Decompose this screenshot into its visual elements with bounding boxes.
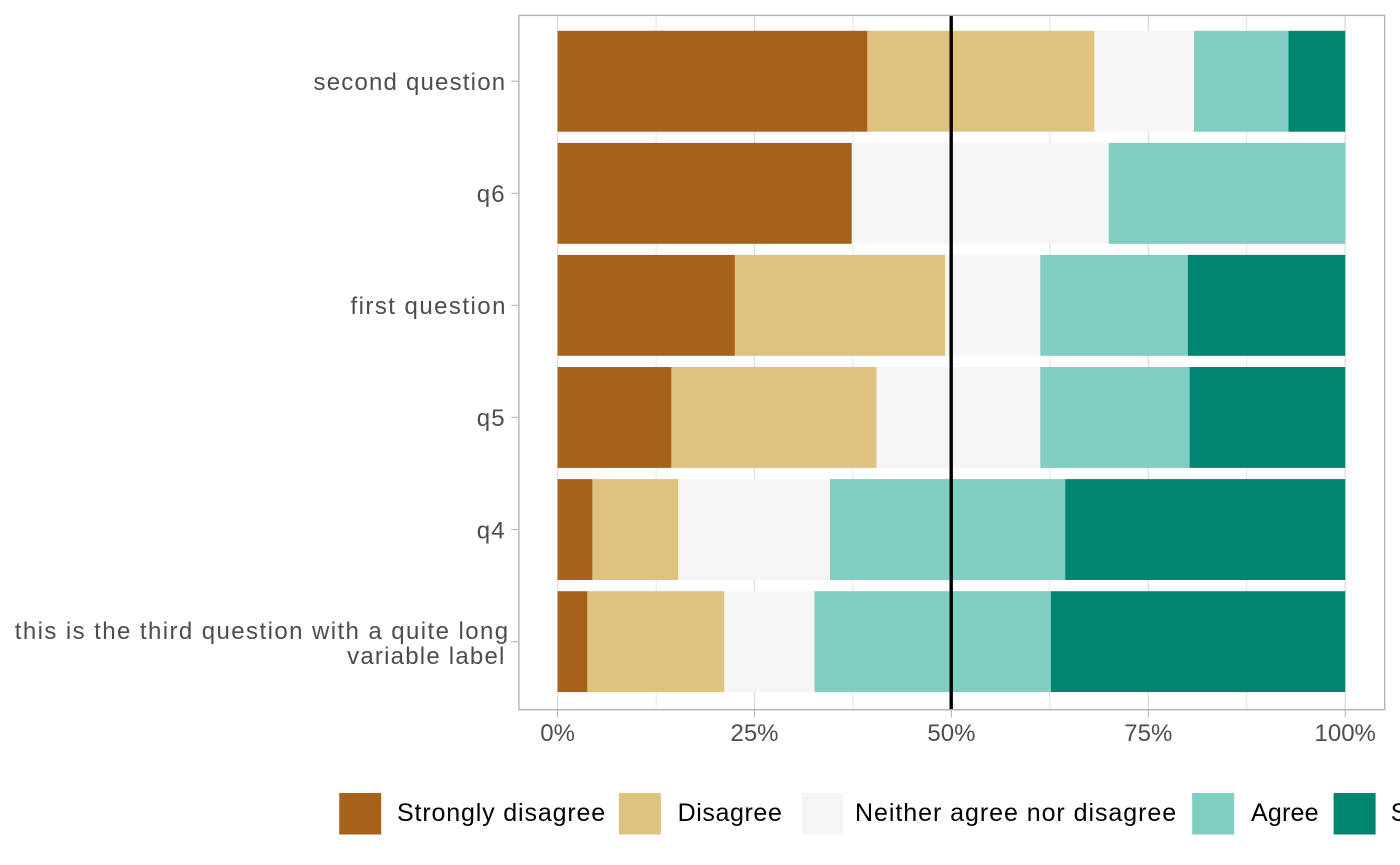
svg-text:Strongly disagree: Strongly disagree: [397, 799, 606, 827]
svg-text:q5: q5: [477, 405, 506, 432]
svg-text:75%: 75%: [1124, 720, 1172, 747]
svg-text:Agree: Agree: [1251, 799, 1319, 827]
svg-text:Strongly agree: Strongly agree: [1391, 799, 1400, 827]
svg-text:50%: 50%: [927, 720, 975, 747]
svg-text:25%: 25%: [730, 720, 778, 747]
svg-text:Neither agree nor disagree: Neither agree nor disagree: [855, 799, 1177, 827]
svg-text:this is the third question wit: this is the third question with a quite …: [15, 618, 510, 645]
svg-text:100%: 100%: [1315, 720, 1376, 747]
svg-text:second question: second question: [314, 69, 507, 96]
svg-text:first question: first question: [351, 293, 507, 320]
svg-text:Disagree: Disagree: [678, 799, 783, 827]
svg-text:variable label: variable label: [347, 643, 506, 670]
svg-text:q6: q6: [477, 181, 506, 208]
svg-text:0%: 0%: [540, 720, 575, 747]
svg-text:q4: q4: [477, 517, 506, 544]
